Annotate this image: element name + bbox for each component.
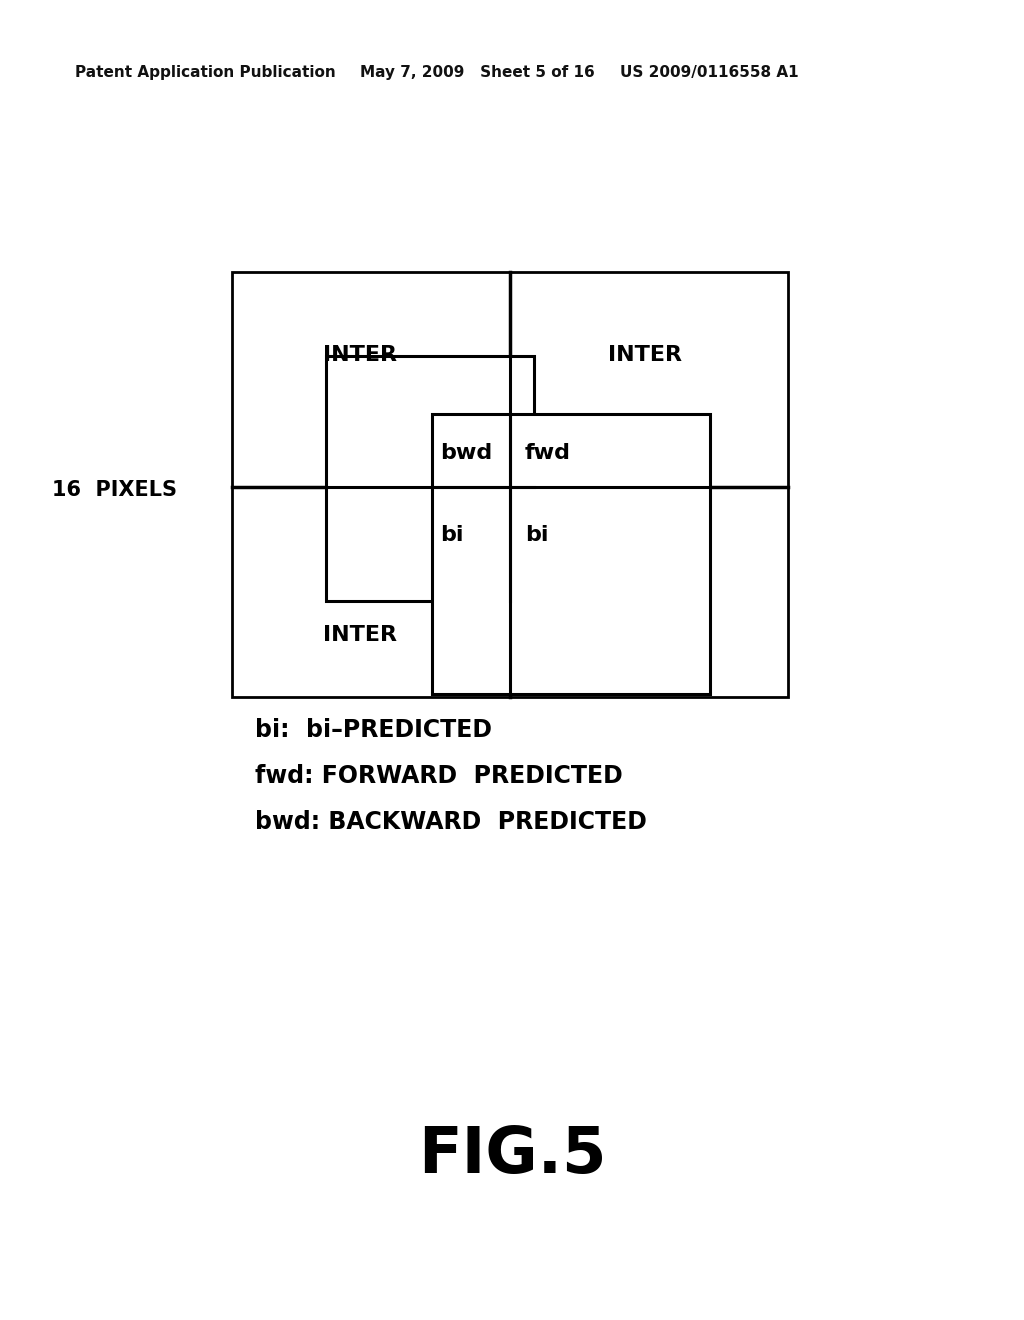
Text: bi: bi	[525, 525, 549, 545]
Text: bi: bi	[440, 525, 464, 545]
Text: May 7, 2009   Sheet 5 of 16: May 7, 2009 Sheet 5 of 16	[360, 65, 595, 79]
Text: INTER: INTER	[323, 624, 397, 645]
Text: bwd: BACKWARD  PREDICTED: bwd: BACKWARD PREDICTED	[255, 810, 647, 834]
Text: INTER: INTER	[323, 345, 397, 366]
Text: FIG.5: FIG.5	[418, 1125, 606, 1185]
Bar	[326, 356, 534, 601]
Text: fwd: fwd	[525, 444, 571, 463]
Text: US 2009/0116558 A1: US 2009/0116558 A1	[620, 65, 799, 79]
Text: Patent Application Publication: Patent Application Publication	[75, 65, 336, 79]
Text: 16  PIXELS: 16 PIXELS	[52, 480, 177, 500]
Text: fwd: FORWARD  PREDICTED: fwd: FORWARD PREDICTED	[255, 764, 623, 788]
Text: bi:  bi–PREDICTED: bi: bi–PREDICTED	[255, 718, 492, 742]
Text: INTER: INTER	[608, 345, 682, 366]
Bar	[232, 272, 788, 697]
Text: bwd: bwd	[440, 444, 493, 463]
Text: INTER: INTER	[608, 624, 682, 645]
Bar	[432, 414, 710, 694]
